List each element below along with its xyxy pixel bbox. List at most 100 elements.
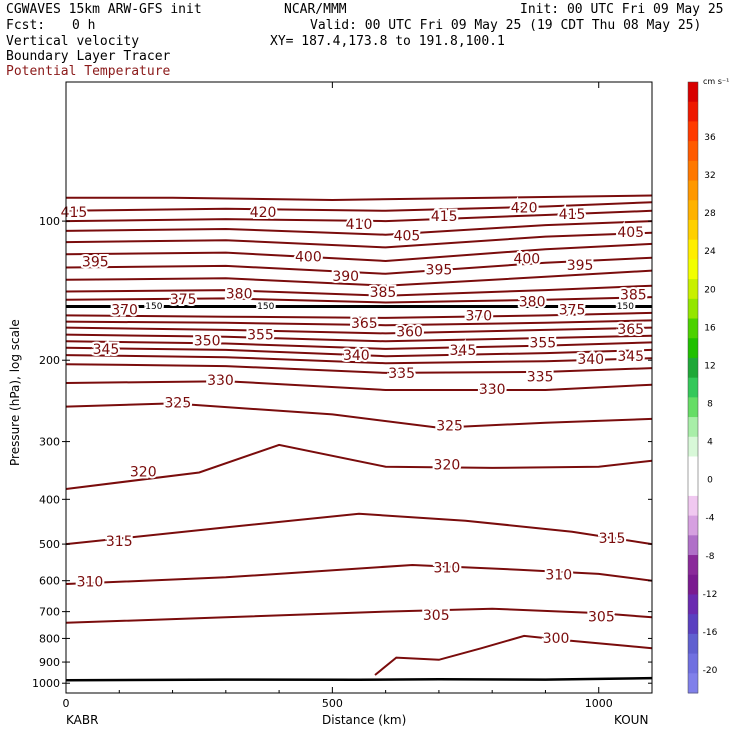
colorbar-label: 8 xyxy=(707,400,713,410)
isentrope-345 xyxy=(65,346,653,358)
colorbar-swatch xyxy=(688,180,698,201)
isentrope-315 xyxy=(65,512,653,546)
isentrope-370 xyxy=(65,311,653,319)
y-axis-ticks: 100 200 300 400 500 600 700 800 900 1000 xyxy=(32,215,652,690)
contour-label-335: 335 xyxy=(527,370,554,386)
y-tick-label: 100 xyxy=(39,215,60,228)
colorbar-swatch xyxy=(688,535,698,556)
contour-label-400: 400 xyxy=(513,251,540,267)
contour-label-375: 375 xyxy=(559,302,586,318)
contour-label-305: 305 xyxy=(588,609,615,625)
colorbar-swatch xyxy=(688,121,698,142)
contour-label-380: 380 xyxy=(519,294,546,310)
contour-label-315: 315 xyxy=(599,531,626,547)
contour-label-340: 340 xyxy=(343,348,370,364)
field-potential-temperature: Potential Temperature xyxy=(6,64,171,79)
colorbar-swatch xyxy=(688,633,698,655)
colorbar-label: 16 xyxy=(704,323,716,333)
contour-label-325: 325 xyxy=(165,395,192,411)
ground-line xyxy=(65,676,653,682)
y-axis-label: Pressure (hPa), log scale xyxy=(8,319,22,466)
colorbar-swatch xyxy=(688,318,698,339)
isentrope-335 xyxy=(65,363,653,374)
x-tick-label: 500 xyxy=(322,697,343,710)
colorbar-swatch xyxy=(688,436,698,457)
colorbar-swatch xyxy=(688,82,698,103)
isentrope-390 xyxy=(65,256,653,275)
colorbar-swatch xyxy=(688,495,698,517)
contour-label-365: 365 xyxy=(351,316,378,332)
colorbar-label: 20 xyxy=(704,285,716,295)
isentrope-385 xyxy=(65,269,653,287)
colorbar-swatch xyxy=(688,357,698,379)
contour-label-395: 395 xyxy=(567,258,594,274)
colorbar-unit: cm s⁻¹ xyxy=(703,77,729,86)
isentrope-contours xyxy=(65,194,653,682)
contour-label-415: 415 xyxy=(431,209,458,225)
contour-label-310: 310 xyxy=(77,574,104,590)
isentrope-355 xyxy=(65,333,653,343)
contour-label-345: 345 xyxy=(450,343,477,359)
isentrope-415 xyxy=(65,201,653,212)
colorbar-swatch xyxy=(688,279,698,300)
contour-label-405: 405 xyxy=(394,229,421,245)
fcst-label: Fcst: xyxy=(6,18,46,33)
contour-label-400: 400 xyxy=(295,250,322,266)
contour-label-395: 395 xyxy=(426,263,453,279)
colorbar-swatch xyxy=(688,417,698,438)
contour-label-345: 345 xyxy=(93,342,120,358)
init-time: Init: 00 UTC Fri 09 May 25 xyxy=(520,2,724,17)
y-tick-label: 900 xyxy=(39,656,60,669)
contour-label-330: 330 xyxy=(479,382,506,398)
contour-label-355: 355 xyxy=(529,335,556,351)
org-label: NCAR/MMM xyxy=(284,2,347,17)
y-tick-label: 1000 xyxy=(32,677,60,690)
colorbar-label: 28 xyxy=(704,209,716,219)
colorbar-swatch xyxy=(688,555,698,576)
colorbar-label: -12 xyxy=(703,590,718,600)
left-station-label: KABR xyxy=(66,713,99,727)
colorbar-swatch xyxy=(688,219,698,241)
colorbar-label: 24 xyxy=(704,247,716,257)
contour-label-370: 370 xyxy=(111,302,138,318)
colorbar-swatch xyxy=(688,673,698,694)
colorbar-swatch xyxy=(688,377,698,398)
colorbar-label: -4 xyxy=(706,514,715,524)
colorbar-swatch xyxy=(688,200,698,221)
plot-frame xyxy=(65,81,653,694)
colorbar-swatch xyxy=(688,476,698,497)
colorbar-swatch xyxy=(688,160,698,182)
y-tick-label: 200 xyxy=(39,354,60,367)
colorbar-swatch xyxy=(688,653,698,674)
contour-label-410: 410 xyxy=(346,217,373,233)
colorbar-swatch xyxy=(688,298,698,320)
colorbar-swatch xyxy=(688,338,698,359)
y-tick-label: 700 xyxy=(39,606,60,619)
contour-label-340: 340 xyxy=(577,352,604,368)
x-axis-ticks: 0 500 1000 xyxy=(63,82,653,710)
contour-label-310: 310 xyxy=(434,561,461,577)
colorbar-swatch xyxy=(688,515,698,536)
colorbar-swatch xyxy=(688,456,698,477)
y-tick-label: 300 xyxy=(39,436,60,449)
colorbar-frame xyxy=(687,81,699,694)
contour-label-310: 310 xyxy=(545,568,572,584)
colorbar-label: 12 xyxy=(704,361,715,371)
contour-label-415: 415 xyxy=(559,207,586,223)
colorbar-label: -16 xyxy=(703,628,718,638)
contour-label-335: 335 xyxy=(388,366,415,382)
isentrope-380 xyxy=(65,284,653,297)
contour-label-385: 385 xyxy=(370,285,397,301)
contour-label-415: 415 xyxy=(61,205,88,221)
isentrope-400 xyxy=(65,231,653,249)
contour-label-355: 355 xyxy=(247,328,274,344)
colorbar-swatch xyxy=(688,397,698,418)
colorbar-label: 36 xyxy=(704,133,716,143)
x-tick-label: 0 xyxy=(63,697,70,710)
contour-label-350: 350 xyxy=(194,333,221,349)
fcst-value: 0 h xyxy=(72,18,96,33)
isentrope-305 xyxy=(65,607,653,624)
contour-label-360: 360 xyxy=(396,324,423,340)
contour-label-345: 345 xyxy=(617,349,644,365)
